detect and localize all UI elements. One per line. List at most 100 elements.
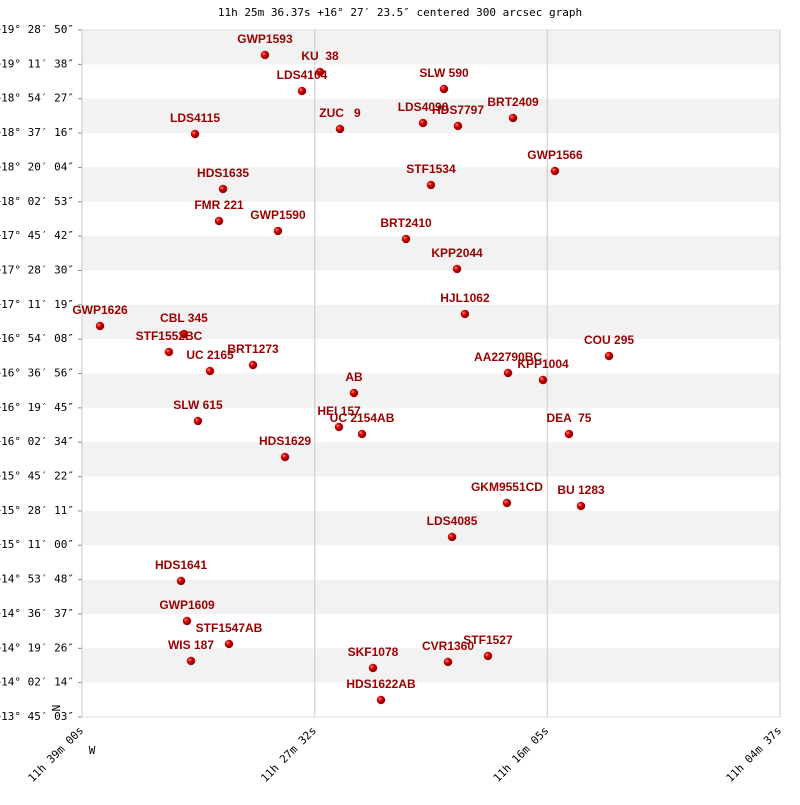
band <box>82 304 780 340</box>
star-label: HDS1622AB <box>346 677 416 691</box>
star <box>483 651 493 661</box>
star-label: HJL1062 <box>440 291 490 305</box>
star <box>334 422 344 432</box>
star-label: HEI 157 <box>317 404 361 418</box>
star-label: STF1552BC <box>136 329 203 343</box>
star-label: SKF1078 <box>348 645 399 659</box>
star-label: GKM9551CD <box>471 480 543 494</box>
star <box>376 695 386 705</box>
y-tick-label: +18° 20′ 04″ <box>0 160 74 173</box>
star <box>273 226 283 236</box>
star-label: LDS4085 <box>427 514 478 528</box>
star <box>297 86 307 96</box>
star <box>418 118 428 128</box>
star <box>502 498 512 508</box>
star <box>460 309 470 319</box>
x-tick-label: 11h 04m 37s <box>724 724 785 785</box>
y-tick-label: +14° 36′ 37″ <box>0 607 74 620</box>
x-tick-label: 11h 39m 00s <box>26 724 87 785</box>
y-tick-label: +17° 11′ 19″ <box>0 298 74 311</box>
star <box>503 368 513 378</box>
star <box>224 639 234 649</box>
y-tick-label: +14° 53′ 48″ <box>0 573 74 586</box>
star-label: HDS1635 <box>197 166 249 180</box>
star <box>164 347 174 357</box>
y-tick-label: +18° 54′ 27″ <box>0 92 74 105</box>
star <box>401 234 411 244</box>
star <box>357 429 367 439</box>
y-tick-label: +16° 02′ 34″ <box>0 435 74 448</box>
star <box>439 84 449 94</box>
star-label: GWP1609 <box>159 598 215 612</box>
star-label: WIS 187 <box>168 638 214 652</box>
band <box>82 236 780 271</box>
star-label: UC 2165 <box>186 348 234 362</box>
star <box>190 129 200 139</box>
star-label: UC 2154AB <box>330 411 395 425</box>
star-label: BRT2410 <box>380 216 432 230</box>
star-label: STF1534 <box>406 162 456 176</box>
y-tick-label: +16° 36′ 56″ <box>0 367 74 380</box>
band <box>82 30 780 65</box>
y-tick-label: +18° 37′ 16″ <box>0 126 74 139</box>
star-label: KPP2044 <box>431 246 483 260</box>
star-label: COU 295 <box>584 333 634 347</box>
y-tick-label: +14° 19′ 26″ <box>0 641 74 654</box>
star-label: GWP1590 <box>250 208 306 222</box>
star <box>280 452 290 462</box>
y-tick-label: +18° 02′ 53″ <box>0 195 74 208</box>
star-label: GWP1626 <box>72 303 128 317</box>
star-label: ZUC 9 <box>319 106 361 120</box>
star-label: STF1527 <box>463 633 513 647</box>
star <box>186 656 196 666</box>
y-tick-label: +13° 45′ 03″ <box>0 710 74 723</box>
star-label: HDS1641 <box>155 558 207 572</box>
star-label: BU 1283 <box>557 483 605 497</box>
star-label: AB <box>345 370 363 384</box>
star <box>214 216 224 226</box>
star-label: BRT1273 <box>227 342 279 356</box>
star <box>218 184 228 194</box>
star <box>604 351 614 361</box>
y-tick-label: +16° 54′ 08″ <box>0 332 74 345</box>
y-tick-label: +15° 11′ 00″ <box>0 538 74 551</box>
x-tick-label: 11h 27m 32s <box>258 724 319 785</box>
star <box>443 657 453 667</box>
star <box>315 67 325 77</box>
star <box>538 375 548 385</box>
y-tick-label: +16° 19′ 45″ <box>0 401 74 414</box>
star <box>260 50 270 60</box>
chart-title: 11h 25m 36.37s +16° 27′ 23.5″ centered 3… <box>218 6 582 19</box>
star-label: GWP1593 <box>237 32 293 46</box>
star-label: HDS7797 <box>432 103 484 117</box>
y-tick-label: +17° 28′ 30″ <box>0 263 74 276</box>
star <box>95 321 105 331</box>
band <box>82 98 780 134</box>
y-tick-label: +14° 02′ 14″ <box>0 676 74 689</box>
star <box>349 388 359 398</box>
star <box>205 366 215 376</box>
star-label: LDS4115 <box>170 111 220 125</box>
west-label: W <box>89 744 96 757</box>
star-label: STF1547AB <box>196 621 263 635</box>
band <box>82 442 780 477</box>
star <box>193 416 203 426</box>
north-label: N <box>50 705 63 712</box>
star-label: CVR1360 <box>422 639 474 653</box>
y-tick-label: +17° 45′ 42″ <box>0 229 74 242</box>
band <box>82 373 780 408</box>
star-label: SLW 615 <box>173 398 223 412</box>
star <box>452 264 462 274</box>
star-label: LDS4090 <box>398 100 449 114</box>
star <box>508 113 518 123</box>
star <box>576 501 586 511</box>
bands <box>82 30 780 683</box>
y-tick-label: +15° 45′ 22″ <box>0 470 74 483</box>
star-label: HDS1629 <box>259 434 311 448</box>
band <box>82 510 780 546</box>
star-label: KU 38 <box>301 49 339 63</box>
star <box>182 616 192 626</box>
star-label: BRT2409 <box>487 95 539 109</box>
star-label: DEA 75 <box>547 411 592 425</box>
